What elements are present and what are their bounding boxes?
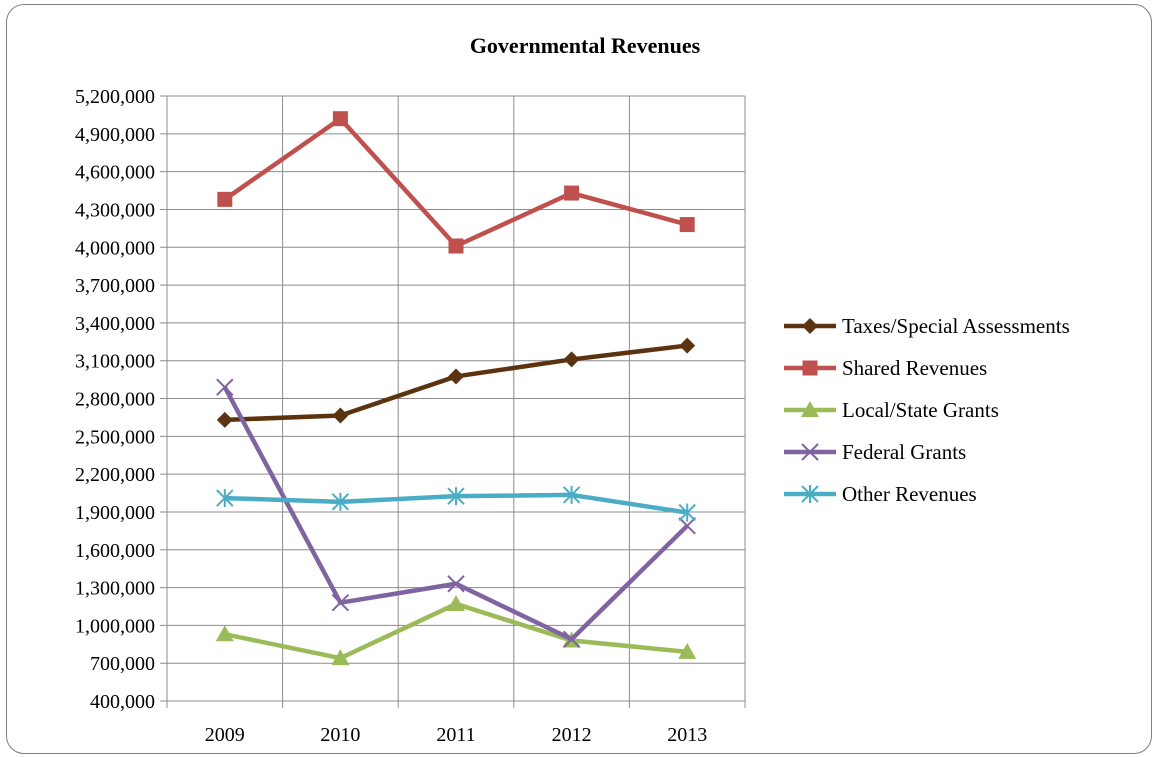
y-tick-label: 4,900,000 — [75, 124, 155, 146]
legend-label: Taxes/Special Assessments — [842, 314, 1070, 338]
data-point-federal-grants — [447, 575, 465, 593]
data-point-local-state-grants — [447, 594, 465, 611]
legend-marker — [802, 360, 818, 376]
data-point-federal-grants — [678, 517, 696, 535]
legend-marker — [801, 401, 819, 417]
data-point-shared-revenues — [448, 238, 464, 254]
data-point-shared-revenues — [679, 217, 695, 233]
data-point-federal-grants — [216, 378, 234, 396]
y-tick-label: 2,200,000 — [75, 464, 155, 486]
data-point-federal-grants — [331, 593, 350, 612]
x-tick-label: 2013 — [667, 724, 707, 746]
series-line-shared-revenues — [223, 116, 688, 249]
x-tick-label: 2010 — [320, 724, 360, 746]
y-tick-label: 4,000,000 — [75, 237, 155, 259]
series-group — [215, 111, 697, 666]
x-tick-label: 2009 — [205, 724, 245, 746]
legend-marker — [801, 485, 819, 503]
legend-marker — [801, 443, 819, 461]
x-tick-label: 2011 — [436, 724, 475, 746]
data-point-taxes-special-assessments — [679, 337, 696, 354]
legend-item-other-revenues: Other Revenues — [784, 482, 977, 506]
data-point-other-revenues — [447, 487, 465, 506]
legend-item-taxes-special-assessments: Taxes/Special Assessments — [784, 314, 1070, 338]
data-point-taxes-special-assessments — [216, 411, 233, 428]
y-tick-label: 5,200,000 — [75, 86, 155, 108]
data-point-other-revenues — [216, 489, 234, 508]
y-tick-label: 700,000 — [90, 653, 155, 675]
grid-lines — [160, 95, 746, 708]
data-point-taxes-special-assessments — [332, 407, 349, 424]
legend-item-local-state-grants: Local/State Grants — [784, 398, 999, 422]
x-tick-label: 2012 — [552, 724, 592, 746]
legend: Taxes/Special Assessments Shared Revenues… — [784, 314, 1070, 506]
y-tick-label: 2,500,000 — [75, 426, 155, 448]
y-tick-label: 1,000,000 — [75, 615, 155, 637]
data-point-other-revenues — [562, 485, 581, 504]
y-tick-label: 1,600,000 — [75, 540, 155, 562]
data-point-shared-revenues — [564, 185, 580, 201]
legend-item-shared-revenues: Shared Revenues — [784, 356, 987, 380]
y-axis-ticks: 400,000 700,000 1,000,000 1,300,000 1,600,00… — [75, 86, 155, 713]
y-tick-label: 3,400,000 — [75, 313, 155, 335]
y-tick-label: 1,900,000 — [75, 502, 155, 524]
x-axis-ticks: 2009 2010 2011 2012 2013 — [205, 724, 707, 746]
data-point-other-revenues — [678, 503, 696, 522]
y-tick-label: 3,700,000 — [75, 275, 155, 297]
legend-label: Other Revenues — [842, 482, 977, 506]
y-tick-label: 4,300,000 — [75, 199, 155, 221]
series-line-local-state-grants — [224, 601, 688, 661]
y-tick-label: 3,100,000 — [75, 351, 155, 373]
data-point-taxes-special-assessments — [448, 368, 464, 385]
legend-item-federal-grants: Federal Grants — [784, 440, 966, 464]
legend-marker — [802, 318, 818, 334]
data-point-local-state-grants — [215, 625, 234, 642]
data-point-taxes-special-assessments — [563, 351, 580, 368]
data-point-other-revenues — [331, 492, 350, 511]
legend-label: Federal Grants — [842, 440, 966, 464]
data-point-shared-revenues — [332, 111, 348, 127]
data-point-local-state-grants — [331, 649, 350, 666]
legend-label: Shared Revenues — [842, 356, 987, 380]
y-tick-label: 400,000 — [90, 691, 155, 713]
y-tick-label: 4,600,000 — [75, 162, 155, 184]
y-tick-label: 2,800,000 — [75, 389, 155, 411]
data-point-local-state-grants — [678, 642, 697, 659]
data-point-shared-revenues — [217, 191, 233, 207]
y-tick-label: 1,300,000 — [75, 578, 155, 600]
chart-title: Governmental Revenues — [470, 33, 701, 58]
data-point-federal-grants — [562, 630, 581, 648]
legend-label: Local/State Grants — [842, 398, 999, 422]
